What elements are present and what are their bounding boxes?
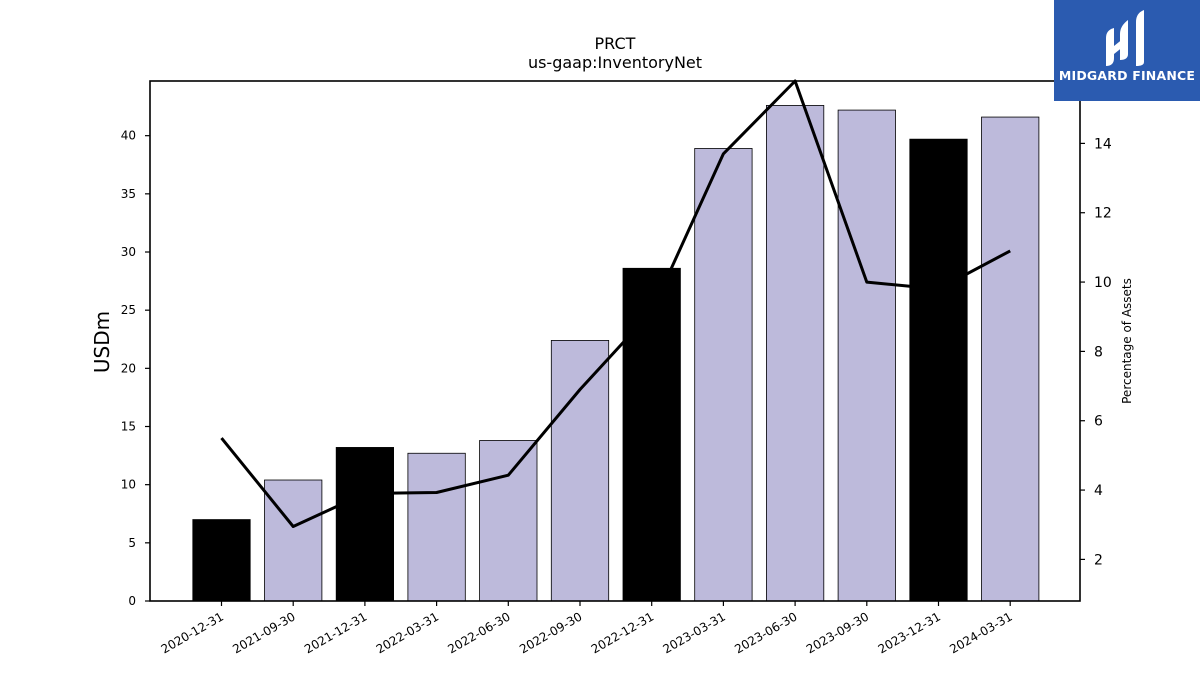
y2-tick-label: 6 — [1094, 414, 1103, 430]
y-tick-label: 10 — [121, 478, 136, 492]
bar — [407, 452, 466, 602]
y2-axis-label: Percentage of Assets — [1120, 278, 1134, 404]
y2-tick-label: 4 — [1094, 483, 1103, 499]
x-tick-label: 2021-09-30 — [230, 609, 297, 656]
bar — [694, 148, 753, 602]
plot-frame — [149, 80, 1081, 602]
bar — [550, 340, 610, 602]
midgard-m-icon — [1106, 10, 1144, 66]
bar — [264, 479, 323, 602]
x-tick-label: 2022-09-30 — [517, 609, 584, 656]
bar — [981, 116, 1040, 602]
y2-tick-label: 12 — [1094, 206, 1112, 222]
y2-tick-label: 14 — [1094, 136, 1112, 152]
bar-series — [192, 105, 1040, 602]
y-tick-label: 0 — [128, 594, 136, 608]
x-tick-label: 2023-03-31 — [660, 609, 727, 656]
bar — [479, 440, 538, 602]
brand-logo: MIDGARD FINANCE — [1054, 0, 1200, 101]
y-tick-label: 40 — [121, 129, 136, 143]
chart-title: PRCT — [595, 34, 636, 53]
bar — [766, 105, 825, 602]
bar — [837, 109, 896, 602]
y-tick-label: 35 — [121, 187, 136, 201]
x-tick-label: 2022-06-30 — [445, 609, 512, 656]
line-series — [220, 79, 1011, 528]
y-tick-label: 5 — [128, 536, 136, 550]
y2-tick-label: 10 — [1094, 275, 1112, 291]
brand-name: MIDGARD FINANCE — [1058, 68, 1196, 83]
y-axis-label: USDm — [90, 311, 114, 373]
bar — [192, 519, 251, 602]
x-tick-label: 2023-06-30 — [732, 609, 799, 656]
y-tick-label: 25 — [121, 303, 136, 317]
bar — [622, 267, 681, 602]
y-tick-label: 30 — [121, 245, 136, 259]
y-tick-label: 15 — [121, 420, 136, 434]
chart-subtitle: us-gaap:InventoryNet — [528, 53, 702, 72]
x-tick-label: 2020-12-31 — [159, 609, 226, 656]
bar — [335, 447, 395, 602]
y2-tick-label: 2 — [1094, 552, 1103, 568]
x-tick-label: 2023-09-30 — [804, 609, 871, 656]
x-tick-label: 2022-03-31 — [374, 609, 441, 656]
x-tick-label: 2022-12-31 — [589, 609, 656, 656]
y2-tick-label: 8 — [1094, 344, 1103, 360]
y-tick-label: 20 — [121, 361, 136, 375]
series-line — [220, 79, 1011, 528]
x-tick-label: 2021-12-31 — [302, 609, 369, 656]
x-tick-label: 2023-12-31 — [876, 609, 943, 656]
bar — [909, 138, 968, 602]
x-tick-label: 2024-03-31 — [947, 609, 1014, 656]
